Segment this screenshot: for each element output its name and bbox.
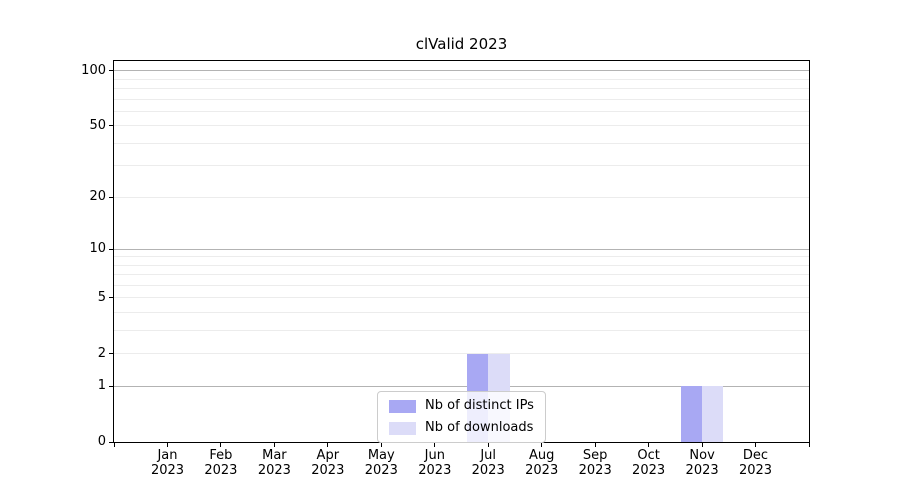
x-tick-mark <box>701 443 703 447</box>
gridline-major <box>114 385 809 387</box>
x-tick-mark <box>594 443 596 447</box>
x-tick-year: 2023 <box>738 463 773 478</box>
x-tick-month: Feb <box>209 448 233 463</box>
x-tick-year: 2023 <box>685 463 719 478</box>
y-tick-label: 5 <box>97 289 106 305</box>
gridline-major <box>114 70 809 72</box>
x-tick-label: Oct 2023 <box>619 448 679 478</box>
x-tick-month: May <box>367 448 395 463</box>
x-tick-month: Nov <box>689 448 715 463</box>
legend: Nb of distinct IPs Nb of downloads <box>377 391 546 443</box>
x-tick-mark <box>487 443 489 447</box>
legend-swatch-distinct-ips <box>389 399 416 413</box>
y-tick-mark <box>109 125 113 127</box>
gridline-minor <box>114 88 809 89</box>
x-tick-month: Dec <box>742 448 769 463</box>
x-tick-month: Jul <box>480 448 497 463</box>
y-tick-mark <box>109 385 113 387</box>
gridline-minor <box>114 297 809 299</box>
gridline-minor <box>114 264 809 266</box>
y-tick-label: 100 <box>81 62 106 78</box>
legend-label-downloads: Nb of downloads <box>425 420 534 435</box>
gridline-minor <box>114 98 809 100</box>
gridline-minor <box>114 196 809 198</box>
gridline-minor <box>114 78 809 80</box>
y-tick-mark <box>109 297 113 299</box>
x-tick-month: Jan <box>157 448 178 463</box>
y-tick-mark <box>109 353 113 355</box>
x-tick-year: 2023 <box>364 463 398 478</box>
x-tick-mark <box>648 443 650 447</box>
gridline-minor <box>114 312 809 313</box>
x-tick-year: 2023 <box>418 463 452 478</box>
x-tick-month: Aug <box>528 448 555 463</box>
x-tick-mark <box>755 443 756 447</box>
x-tick-year: 2023 <box>471 463 505 478</box>
x-tick-label: Mar 2023 <box>244 448 304 478</box>
y-tick-label: 0 <box>97 434 106 449</box>
bar-nov-distinct-ips <box>680 386 703 442</box>
x-tick-label: Jul 2023 <box>458 448 518 478</box>
gridline-minor <box>114 125 809 127</box>
y-tick-label: 1 <box>97 378 106 394</box>
x-tick-label: May 2023 <box>351 448 411 478</box>
legend-item-distinct-ips: Nb of distinct IPs <box>389 398 534 414</box>
y-tick-label: 2 <box>97 345 106 361</box>
x-tick-month: Jun <box>424 448 445 463</box>
y-tick-label: 10 <box>89 241 106 257</box>
plot-area: 0 1 2 5 10 20 50 100 Jan 2023 Feb 2023 Mar 2023 Apr 202… <box>81 60 810 478</box>
x-tick-year: 2023 <box>632 463 666 478</box>
x-tick-mark <box>113 443 115 447</box>
x-tick-mark <box>273 443 275 447</box>
gridline-minor <box>114 110 809 112</box>
x-tick-mark <box>808 443 810 447</box>
gridline-minor <box>114 274 809 276</box>
x-tick-label: Apr 2023 <box>298 448 358 478</box>
legend-swatch-downloads <box>389 421 416 435</box>
legend-item-downloads: Nb of downloads <box>389 420 534 436</box>
x-tick-mark <box>167 443 168 447</box>
x-tick-label: Feb 2023 <box>191 448 251 478</box>
x-tick-mark <box>380 443 382 447</box>
x-tick-year: 2023 <box>578 463 612 478</box>
x-tick-label: Jun 2023 <box>405 448 465 478</box>
y-tick-mark <box>109 441 113 443</box>
gridline-minor <box>114 256 809 258</box>
y-tick-label: 20 <box>89 189 106 205</box>
x-tick-mark <box>541 443 543 447</box>
x-tick-mark <box>327 443 329 447</box>
y-tick-mark <box>109 248 113 250</box>
x-tick-mark <box>220 443 222 447</box>
x-tick-label: Sep 2023 <box>565 448 625 478</box>
x-tick-month: Sep <box>582 448 608 463</box>
x-tick-year: 2023 <box>257 463 291 478</box>
x-tick-year: 2023 <box>204 463 238 478</box>
x-tick-month: Oct <box>637 448 660 463</box>
gridline-minor <box>114 353 809 355</box>
bar-nov-downloads <box>702 386 724 442</box>
x-tick-label: Aug 2023 <box>512 448 572 478</box>
legend-label-distinct-ips: Nb of distinct IPs <box>425 398 534 413</box>
x-tick-label: Nov 2023 <box>672 448 732 478</box>
x-tick-label: Dec 2023 <box>726 448 786 478</box>
y-tick-mark <box>109 70 113 72</box>
x-tick-month: Apr <box>316 448 340 463</box>
x-tick-mark <box>434 443 436 447</box>
y-tick-mark <box>109 196 113 198</box>
y-tick-label: 50 <box>89 117 106 133</box>
x-tick-year: 2023 <box>150 463 185 478</box>
x-tick-year: 2023 <box>525 463 559 478</box>
gridline-major <box>114 248 809 250</box>
chart-title: clValid 2023 <box>415 35 508 53</box>
x-tick-month: Mar <box>262 448 287 463</box>
x-tick-label: Jan 2023 <box>138 448 198 478</box>
gridline-minor <box>114 330 809 331</box>
gridline-minor <box>114 285 809 286</box>
gridline-minor <box>114 142 809 144</box>
x-tick-year: 2023 <box>311 463 345 478</box>
gridline-minor <box>114 165 809 167</box>
